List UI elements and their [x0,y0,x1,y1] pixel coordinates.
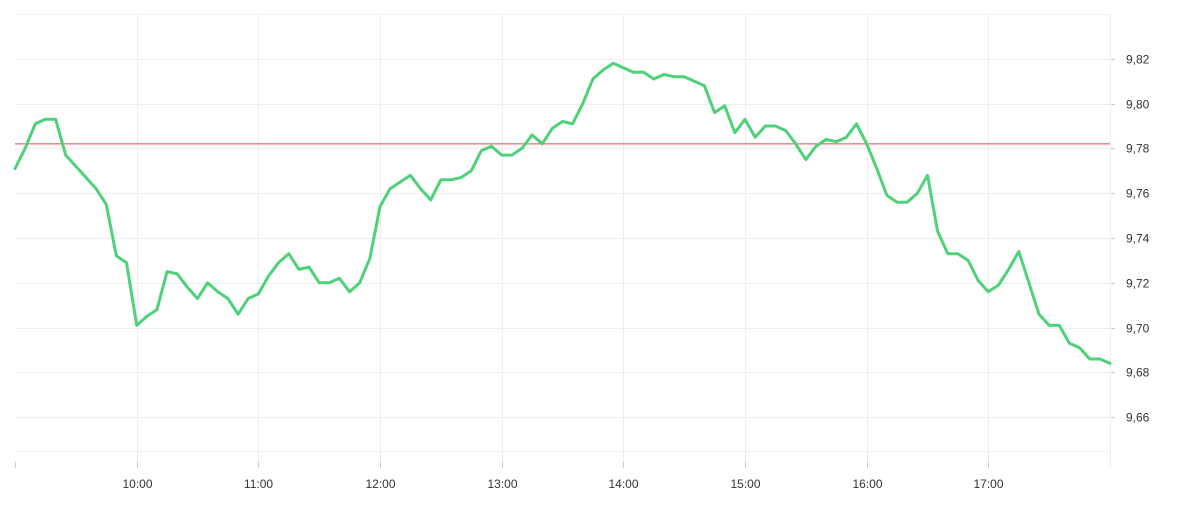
y-tick-label: 9,70 [1126,322,1150,336]
x-tick-label: 10:00 [122,477,152,491]
axes [15,14,1115,468]
y-tick-label: 9,74 [1126,232,1150,246]
x-tick-label: 13:00 [487,477,517,491]
y-tick-label: 9,66 [1126,411,1150,425]
tick-labels: 9,66 9,68 9,70 9,72 9,74 9,76 9,78 9,80 9,82 10:0… [122,53,1149,492]
y-tick-label: 9,76 [1126,187,1150,201]
x-tick-label: 15:00 [730,477,760,491]
x-tick-label: 16:00 [852,477,882,491]
x-tick-label: 12:00 [365,477,395,491]
y-tick-label: 9,78 [1126,142,1150,156]
x-tick-label: 14:00 [608,477,638,491]
x-tick-label: 11:00 [244,477,273,491]
price-series-line [13,61,1112,365]
y-tick-label: 9,72 [1126,277,1150,291]
y-tick-label: 9,68 [1126,366,1150,380]
series-group [13,61,1112,365]
y-tick-label: 9,80 [1126,98,1150,112]
y-tick-label: 9,82 [1126,53,1150,67]
x-tick-label: 17:00 [973,477,1003,491]
grid-lines [15,14,1110,462]
